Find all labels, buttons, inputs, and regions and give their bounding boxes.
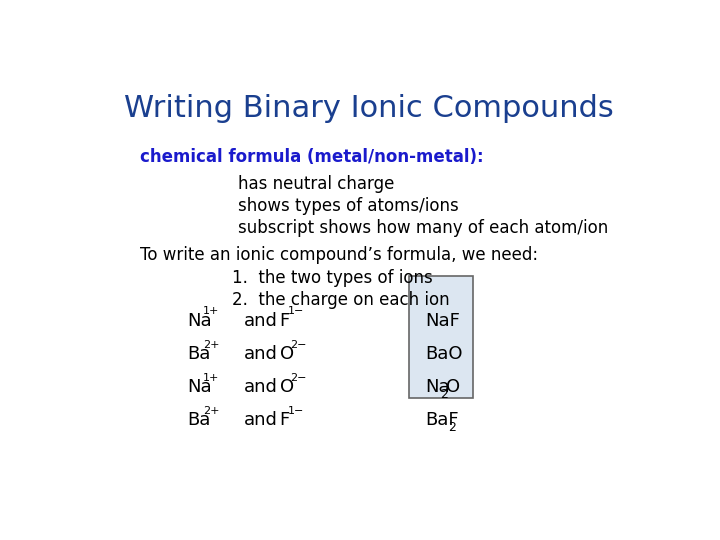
Text: 2: 2 (449, 421, 456, 434)
Text: Ba: Ba (188, 345, 211, 363)
Text: To write an ionic compound’s formula, we need:: To write an ionic compound’s formula, we… (140, 246, 539, 264)
Text: 1+: 1+ (203, 373, 220, 383)
Text: shows types of atoms/ions: shows types of atoms/ions (238, 197, 459, 215)
Text: subscript shows how many of each atom/ion: subscript shows how many of each atom/io… (238, 219, 608, 237)
Text: O: O (280, 378, 294, 396)
Text: 2−: 2− (289, 373, 306, 383)
Text: BaF: BaF (425, 411, 459, 429)
Text: 1−: 1− (287, 306, 304, 316)
Text: F: F (280, 312, 290, 329)
Text: 2−: 2− (289, 340, 306, 349)
Text: F: F (280, 411, 290, 429)
Text: Ba: Ba (188, 411, 211, 429)
Text: and: and (243, 345, 277, 363)
Text: 2+: 2+ (203, 340, 220, 349)
Text: and: and (243, 378, 277, 396)
Text: chemical formula (metal/non-metal):: chemical formula (metal/non-metal): (140, 148, 484, 166)
Text: 1−: 1− (287, 406, 304, 416)
Text: 1.  the two types of ions: 1. the two types of ions (233, 269, 433, 287)
FancyBboxPatch shape (409, 275, 473, 399)
Text: 2+: 2+ (203, 406, 220, 416)
Text: Na: Na (188, 312, 212, 329)
Text: and: and (243, 312, 277, 329)
Text: 2.  the charge on each ion: 2. the charge on each ion (233, 292, 450, 309)
Text: Writing Binary Ionic Compounds: Writing Binary Ionic Compounds (124, 94, 614, 123)
Text: has neutral charge: has neutral charge (238, 175, 395, 193)
Text: and: and (243, 411, 277, 429)
Text: Na: Na (425, 378, 449, 396)
Text: 2: 2 (441, 388, 449, 401)
Text: Na: Na (188, 378, 212, 396)
Text: NaF: NaF (425, 312, 459, 329)
Text: O: O (446, 378, 460, 396)
Text: BaO: BaO (425, 345, 462, 363)
Text: O: O (280, 345, 294, 363)
Text: 1+: 1+ (203, 306, 220, 316)
